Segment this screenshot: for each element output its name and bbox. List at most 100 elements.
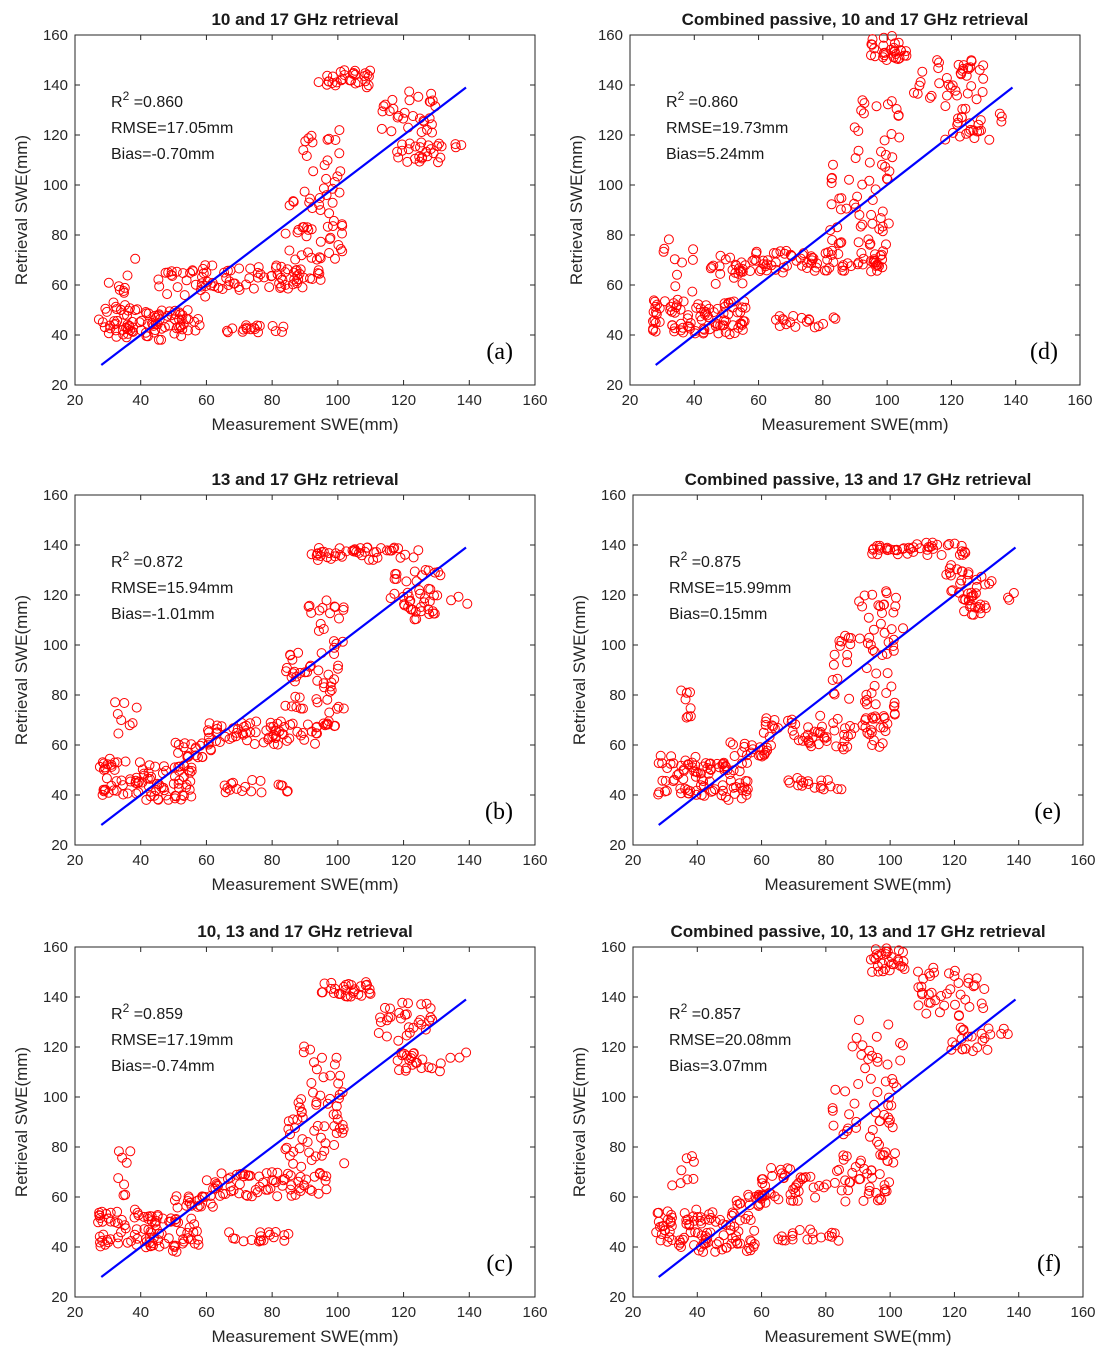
scatter-point [829, 689, 840, 700]
scatter-point [148, 1240, 159, 1251]
scatter-point [808, 1182, 819, 1193]
scatter-point [826, 1227, 837, 1238]
scatter-point [284, 733, 295, 744]
scatter-point [882, 99, 893, 110]
panel-letter: (a) [486, 339, 513, 365]
scatter-point [670, 281, 681, 292]
scatter-point [118, 1190, 129, 1201]
scatter-point [691, 789, 702, 800]
scatter-point [331, 77, 342, 88]
scatter-point [675, 783, 686, 794]
scatter-point [285, 719, 296, 730]
scatter-point [663, 234, 674, 245]
scatter-point [729, 751, 740, 761]
scatter-point [183, 1191, 194, 1202]
scatter-point [815, 726, 826, 737]
scatter-point [774, 311, 785, 322]
scatter-point [197, 752, 208, 763]
scatter-point [116, 1227, 126, 1238]
scatter-point [828, 159, 838, 170]
scatter-point [888, 645, 899, 656]
scatter-point [289, 666, 300, 677]
scatter-point [98, 1229, 109, 1240]
scatter-point [794, 1225, 805, 1235]
rmse-annotation: RMSE=17.19mm [111, 1032, 233, 1049]
scatter-point [403, 144, 414, 155]
scatter-point [742, 784, 753, 794]
scatter-point [718, 320, 729, 331]
scatter-point [324, 133, 334, 144]
scatter-point [127, 718, 138, 729]
scatter-point [435, 1058, 446, 1069]
scatter-point [958, 60, 969, 71]
scatter-point [179, 290, 190, 301]
scatter-point [876, 249, 887, 260]
scatter-point [323, 76, 334, 87]
scatter-point [926, 541, 937, 552]
scatter-point [815, 783, 826, 793]
scatter-point [446, 595, 457, 606]
scatter-point [833, 238, 844, 249]
scatter-point [207, 1201, 218, 1212]
scatter-point [299, 1041, 310, 1052]
scatter-point [679, 1232, 690, 1243]
scatter-point [273, 779, 284, 790]
scatter-point [839, 265, 850, 276]
scatter-point [771, 314, 781, 325]
scatter-point [902, 548, 913, 559]
scatter-point [659, 243, 670, 254]
scatter-point [816, 1232, 827, 1243]
scatter-point [173, 739, 184, 750]
scatter-point [880, 1076, 891, 1087]
scatter-point [747, 255, 758, 266]
scatter-point [428, 608, 439, 619]
scatter-point [303, 601, 314, 612]
scatter-point [1003, 592, 1013, 603]
scatter-point [308, 1087, 318, 1098]
scatter-point [863, 612, 874, 623]
scatter-point [292, 726, 303, 737]
scatter-point [290, 254, 301, 265]
scatter-point [226, 778, 237, 789]
scatter-point [222, 265, 233, 276]
scatter-point [267, 321, 278, 331]
panel-title: Combined passive, 10 and 17 GHz retrieva… [682, 10, 1029, 29]
scatter-point [719, 298, 730, 309]
scatter-point [867, 740, 878, 750]
scatter-point [946, 586, 957, 597]
scatter-point [986, 576, 997, 587]
scatter-point [984, 134, 995, 145]
scatter-point [681, 712, 692, 723]
r2-superscript: 2 [123, 549, 130, 563]
scatter-point [665, 758, 676, 769]
scatter-point [842, 731, 853, 742]
scatter-point [98, 784, 109, 795]
scatter-point [316, 1150, 327, 1161]
scatter-point [939, 1000, 950, 1011]
scatter-point [942, 540, 953, 551]
scatter-point [375, 1017, 386, 1028]
scatter-point [687, 254, 698, 265]
x-tick-label: 20 [67, 852, 84, 869]
scatter-point [736, 257, 747, 268]
scatter-point [672, 770, 683, 781]
scatter-point [178, 319, 189, 330]
scatter-point [334, 148, 345, 159]
scatter-point [957, 65, 968, 76]
scatter-point [332, 663, 343, 674]
scatter-point [966, 55, 977, 66]
x-tick-label: 80 [264, 1304, 281, 1321]
scatter-point [278, 1175, 289, 1186]
scatter-point [838, 1150, 849, 1161]
scatter-point [867, 645, 878, 656]
scatter-point [853, 145, 864, 156]
y-tick-label: 100 [601, 1089, 626, 1106]
scatter-point [790, 1182, 801, 1193]
scatter-point [264, 282, 275, 293]
scatter-point [943, 79, 954, 90]
scatter-point [113, 1238, 123, 1249]
scatter-point [881, 588, 892, 599]
scatter-point [268, 729, 279, 740]
scatter-point [984, 578, 995, 589]
scatter-point [356, 550, 367, 561]
